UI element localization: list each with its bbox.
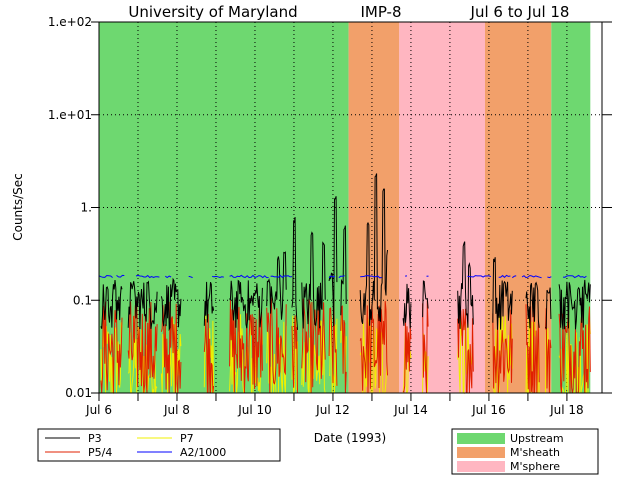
chart-title-spacecraft: IMP-8 — [360, 3, 401, 21]
series-line-a2-1000 — [270, 274, 293, 279]
series-line-p5-4 — [558, 306, 591, 394]
legend-label-p5-4: P5/4 — [88, 446, 112, 459]
series-line-p3 — [328, 196, 338, 327]
series-line-p5-4 — [422, 300, 429, 394]
series-line-a2-1000 — [338, 275, 345, 279]
region-band-m-sheath — [485, 22, 552, 393]
series-line-p3 — [127, 280, 158, 330]
series-line-p5-4 — [301, 298, 326, 394]
x-tick-label: Jul 10 — [237, 403, 272, 417]
series-line-p3 — [160, 277, 182, 332]
series-line-p7 — [291, 315, 298, 394]
y-tick-labels: 1.e+02 1.e+01 1. 0.1 0.01 — [48, 15, 92, 400]
series-line-p3 — [340, 225, 347, 316]
region-legend-label-msheath: M'sheath — [510, 446, 560, 459]
series-line-a2-1000 — [562, 274, 587, 279]
x-tick-label: Jul 12 — [315, 403, 350, 417]
series-line-a2-1000 — [467, 275, 492, 278]
y-tick-label: 0.1 — [73, 293, 92, 307]
series-line-p3 — [291, 217, 298, 330]
y-tick-label: 0.01 — [65, 386, 92, 400]
legend-label-a2-1000: A2/1000 — [180, 446, 226, 459]
series-line-a2-1000 — [229, 274, 269, 279]
region-band-upstream — [551, 22, 591, 393]
series-line-a2-1000 — [521, 274, 542, 279]
series-line-a2-1000 — [116, 274, 125, 278]
series-line-p5-4 — [229, 300, 263, 394]
x-tick-labels: Jul 6 Jul 8 Jul 10 Jul 12 Jul 14 Jul 16 Jul 18 — [85, 403, 584, 417]
series-line-p3 — [359, 173, 388, 326]
series-line-p5-4 — [160, 301, 182, 394]
region-legend-swatch-msphere — [457, 461, 505, 472]
series-line-p3 — [545, 287, 552, 330]
series-line-p3 — [402, 283, 412, 329]
axis-ticks — [91, 21, 612, 401]
series-line-a2-1000 — [188, 275, 193, 279]
series-line-a2-1000 — [498, 274, 511, 278]
series-line-p5-4 — [402, 318, 412, 393]
region-band-m-sphere — [399, 22, 485, 393]
x-tick-label: Jul 14 — [393, 403, 428, 417]
region-legend: Upstream M'sheath M'sphere — [451, 428, 599, 475]
series-line-a2-1000 — [328, 275, 336, 279]
series-line-p3 — [203, 281, 215, 326]
series-line-a2-1000 — [511, 275, 517, 279]
series-line-p5-4 — [127, 300, 158, 394]
x-tick-label: Jul 6 — [85, 403, 112, 417]
chart-title-daterange: Jul 6 to Jul 18 — [470, 3, 570, 21]
series-line-p3 — [100, 280, 123, 329]
y-tick-label: 1.e+01 — [48, 108, 92, 122]
series-line-p5-4 — [328, 299, 338, 386]
region-legend-swatch-msheath — [457, 447, 505, 458]
series-line-p3 — [301, 231, 326, 329]
chart-title-institution: University of Maryland — [128, 3, 297, 21]
series-line-p5-4 — [359, 301, 388, 394]
series-line-p5-4 — [100, 301, 123, 394]
series-line-p5-4 — [492, 309, 513, 394]
series-line-a2-1000 — [165, 275, 172, 279]
series-line-p5-4 — [340, 305, 347, 394]
legend-label-p7: P7 — [180, 432, 194, 445]
series-line-a2-1000 — [135, 274, 160, 279]
x-axis-label: Date (1993) — [314, 431, 386, 445]
series-legend: P3 P5/4 P7 A2/1000 — [37, 428, 281, 462]
legend-label-p3: P3 — [88, 432, 102, 445]
x-tick-label: Jul 8 — [163, 403, 190, 417]
series-legend-box — [37, 428, 281, 462]
series-line-p3 — [558, 279, 591, 330]
series-line-p3 — [229, 279, 263, 329]
series-line-p3 — [457, 241, 474, 329]
series-line-p3 — [422, 280, 429, 318]
y-axis-label: Counts/Sec — [11, 173, 25, 241]
series-line-a2-1000 — [211, 275, 224, 279]
series-line-p5-4 — [291, 315, 298, 394]
series-lines — [98, 173, 591, 395]
x-tick-label: Jul 18 — [549, 403, 584, 417]
series-line-p3 — [525, 281, 540, 329]
series-line-p5-4 — [525, 304, 540, 394]
x-tick-label: Jul 16 — [471, 403, 506, 417]
series-line-p3 — [266, 251, 287, 320]
y-tick-label: 1. — [81, 201, 92, 215]
series-line-p5-4 — [266, 297, 287, 394]
series-line-p7 — [492, 315, 513, 394]
region-legend-label-upstream: Upstream — [510, 432, 564, 445]
series-line-a2-1000 — [360, 275, 382, 279]
series-line-p3 — [492, 257, 513, 330]
region-legend-swatch-upstream — [457, 433, 505, 444]
series-line-a2-1000 — [98, 274, 113, 278]
y-tick-label: 1.e+02 — [48, 15, 92, 29]
region-legend-label-msphere: M'sphere — [510, 460, 560, 473]
series-line-a2-1000 — [547, 276, 552, 279]
